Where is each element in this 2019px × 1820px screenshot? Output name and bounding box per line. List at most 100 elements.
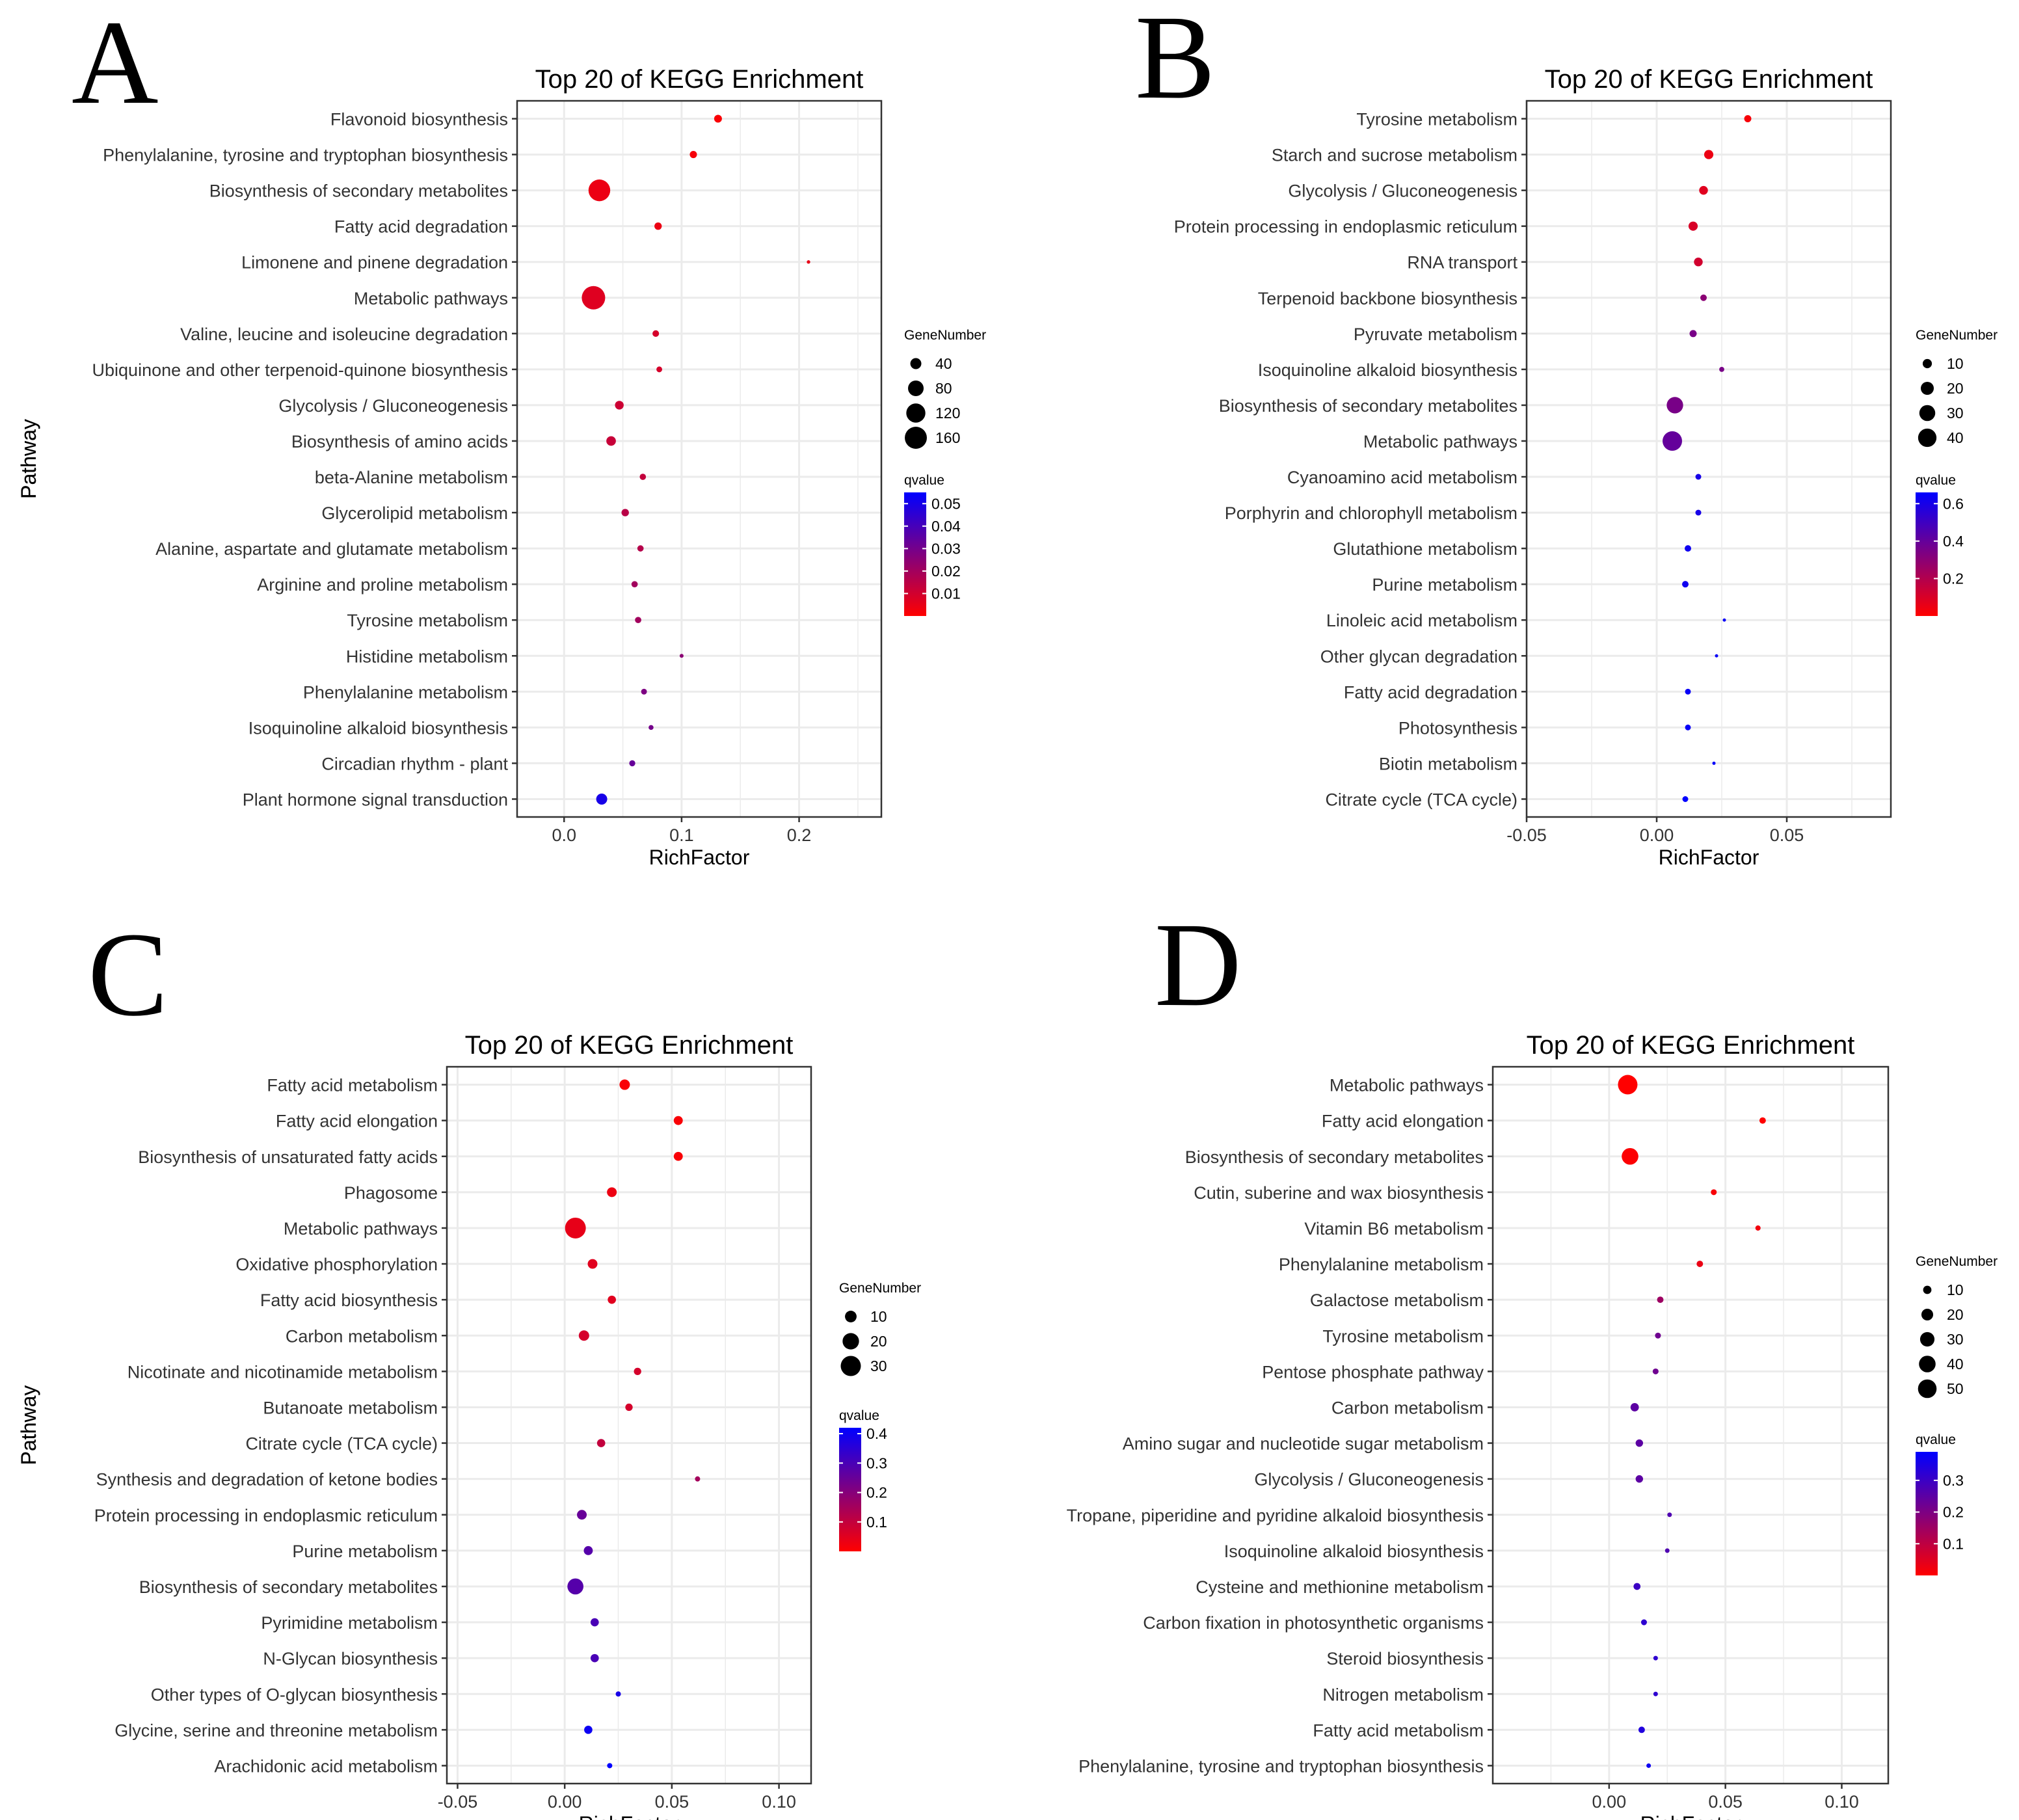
x-tick-label: 0.05 [1708,1792,1743,1812]
y-tick-label: Glycolysis / Gluconeogenesis [1254,1470,1484,1490]
size-legend-key [1919,405,1936,422]
y-tick-label: Circadian rhythm - plant [321,754,508,773]
size-legend-label: 20 [870,1333,887,1350]
y-tick-label: N-Glycan biosynthesis [263,1649,438,1668]
y-tick-label: Galactose metabolism [1310,1291,1484,1310]
size-legend-key [1921,382,1934,395]
y-tick-label: Biosynthesis of secondary metabolites [209,181,508,201]
y-tick-label: Glycine, serine and threonine metabolism [114,1720,438,1740]
data-point [1630,1403,1639,1412]
color-legend-bar [904,492,926,616]
points [1618,1075,1766,1768]
x-tick-label: 0.05 [1770,825,1804,845]
size-legend-label: 10 [1947,355,1964,372]
data-point [615,1691,621,1697]
y-tick-label: Fatty acid elongation [276,1112,438,1131]
data-point [590,1653,599,1663]
data-point [634,1367,641,1376]
data-point [1682,581,1689,588]
y-tick-label: Carbon metabolism [1331,1398,1484,1417]
data-point [1699,185,1708,195]
y-axis-title: Pathway [17,1385,40,1465]
size-legend-key [1918,1379,1937,1398]
data-point [1696,1261,1704,1268]
data-point [582,286,606,310]
data-point [629,760,635,767]
data-point [584,1726,593,1734]
y-tick-label: Glycerolipid metabolism [321,503,508,523]
y-tick-label: beta-Alanine metabolism [315,468,508,487]
size-legend-key [1918,428,1937,448]
y-tick-label: Fatty acid degradation [1344,682,1518,702]
color-legend-title: qvalue [904,473,944,488]
chart-title: Top 20 of KEGG Enrichment [1527,1031,1855,1060]
chart-title: Top 20 of KEGG Enrichment [465,1031,794,1060]
data-point [583,1546,593,1555]
x-tick-label: 0.1 [669,825,694,845]
size-legend-label: 80 [935,380,952,397]
size-legend-label: 30 [870,1358,887,1374]
y-tick-label: Protein processing in endoplasmic reticu… [1174,217,1518,237]
x-axis-title: RichFactor [1659,846,1759,869]
size-legend-label: 20 [1947,1306,1964,1323]
y-tick-label: Terpenoid backbone biosynthesis [1258,289,1518,308]
y-tick-label: Ubiquinone and other terpenoid-quinone b… [92,360,508,380]
y-tick-label: Oxidative phosphorylation [235,1255,438,1274]
data-point [641,688,647,695]
y-tick-label: Arginine and proline metabolism [257,575,508,595]
y-tick-label: Tyrosine metabolism [1356,110,1518,129]
y-tick-label: Porphyrin and chlorophyll metabolism [1225,503,1518,523]
data-point [689,151,697,159]
color-legend-label: 0.6 [1943,495,1964,512]
y-tick-label: Fatty acid elongation [1322,1112,1484,1131]
y-tick-label: Pyruvate metabolism [1354,325,1518,344]
data-point [587,1259,598,1269]
x-tick-label: 0.2 [787,825,812,845]
y-tick-label: Pyrimidine metabolism [261,1613,438,1633]
color-legend-label: 0.04 [931,518,961,535]
y-tick-label: Fatty acid metabolism [267,1076,438,1095]
x-axis-title: RichFactor [579,1812,680,1820]
y-tick-label: Linoleic acid metabolism [1326,611,1518,630]
data-point [1665,1548,1670,1553]
size-legend-key [842,1333,859,1350]
data-point [679,654,684,658]
size-legend-label: 30 [1947,1331,1964,1348]
color-legend-label: 0.2 [866,1484,887,1501]
y-tick-label: Cysteine and methionine metabolism [1196,1577,1484,1597]
plot-frame [446,1065,812,1785]
y-tick-label: Photosynthesis [1398,718,1518,738]
data-point [1682,796,1689,802]
color-legend-title: qvalue [1916,473,1956,488]
data-point [1646,1763,1651,1768]
data-point [1653,1691,1658,1696]
y-tick-label: Tyrosine metabolism [347,611,508,630]
data-point [1635,1439,1644,1447]
data-point [1652,1368,1659,1374]
y-tick-label: Nitrogen metabolism [1322,1685,1484,1704]
y-tick-label: Carbon metabolism [286,1326,438,1346]
color-legend-bar [1916,1452,1938,1575]
plot-frame [1491,1065,1890,1785]
data-point [1695,474,1702,480]
size-legend-key [906,403,926,423]
data-point [1635,1475,1644,1483]
y-tick-label: Fatty acid degradation [334,217,508,237]
y-tick-label: Histidine metabolism [346,647,508,666]
data-point [1689,330,1697,338]
y-tick-label: Limonene and pinene degradation [241,253,508,273]
plot-frame [516,100,883,818]
panel-letter: C [88,908,168,1041]
plot-frame [1525,100,1892,818]
data-point [577,1510,587,1520]
data-point [621,509,629,516]
data-point [695,1476,701,1482]
y-tick-label: Pentose phosphate pathway [1262,1362,1484,1382]
y-tick-label: Glycolysis / Gluconeogenesis [1288,181,1518,201]
y-tick-label: Purine metabolism [1372,575,1518,595]
data-point [652,330,660,337]
data-point [596,1439,606,1447]
color-legend-label: 0.2 [1943,570,1964,587]
size-legend-title: GeneNumber [839,1281,921,1296]
y-tick-label: Cyanoamino acid metabolism [1287,468,1518,487]
